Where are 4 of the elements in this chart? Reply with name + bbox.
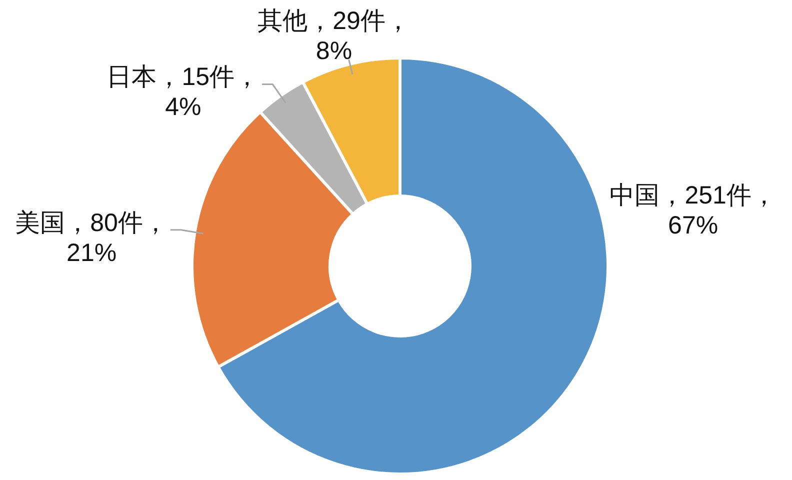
data-label: 日本，15件，4% <box>106 63 260 122</box>
data-label: 其他，29件，8% <box>258 7 410 66</box>
data-label: 美国，80件，21% <box>15 208 168 267</box>
data-label: 中国，251件，67% <box>610 182 776 240</box>
